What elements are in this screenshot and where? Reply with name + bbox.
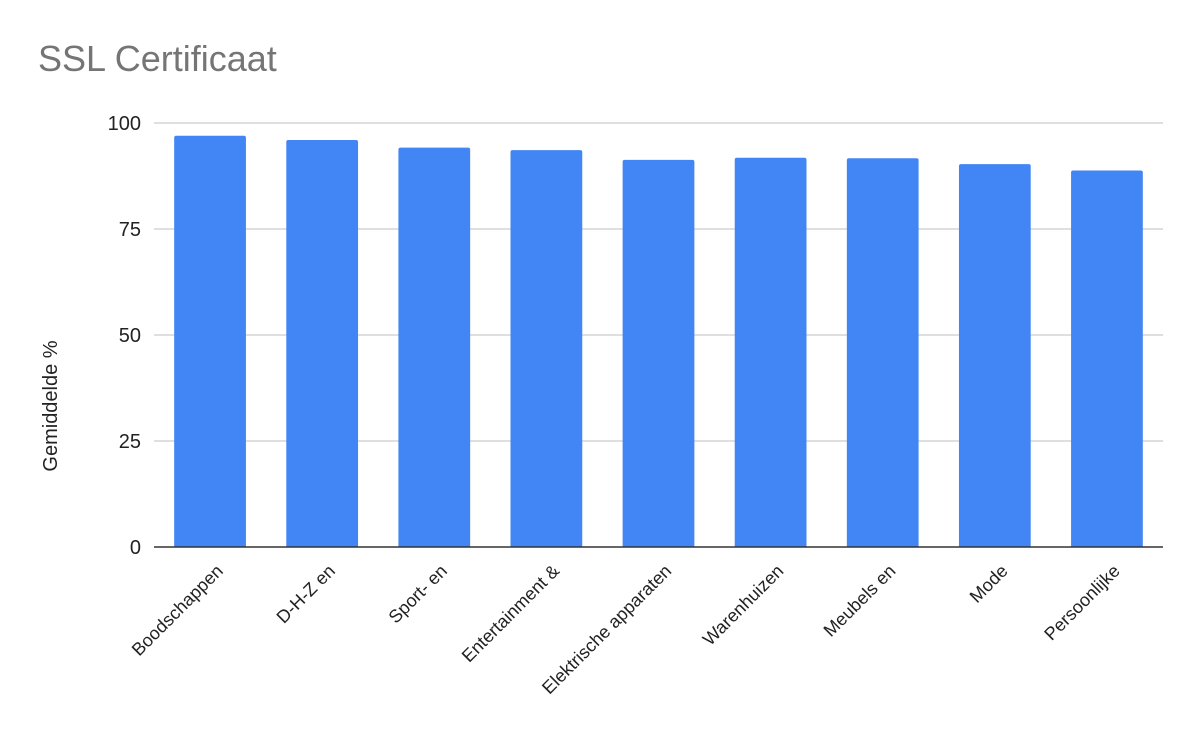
- y-tick-label: 25: [119, 431, 141, 453]
- y-tick-label: 50: [119, 325, 141, 347]
- y-axis-ticks: 0 25 50 75 100: [108, 113, 141, 559]
- x-tick-label: Warenhuizen: [699, 561, 788, 650]
- y-tick-label: 75: [119, 219, 141, 241]
- x-tick-label: D-H-Z en: [273, 561, 339, 627]
- chart-title: SSL Certificaat: [38, 38, 277, 79]
- bar: [622, 159, 695, 547]
- x-tick-label: Persoonlijke: [1040, 561, 1123, 644]
- x-tick-label: Meubels en: [820, 561, 900, 641]
- x-axis-ticks: Boodschappen D-H-Z en Sport- en Entertainme…: [128, 561, 1124, 698]
- bar: [286, 139, 359, 547]
- x-tick-label: Boodschappen: [128, 561, 227, 660]
- bar: [510, 150, 583, 548]
- bar: [958, 164, 1031, 548]
- bar: [174, 135, 246, 547]
- y-tick-label: 0: [130, 537, 141, 559]
- bar: [846, 158, 919, 547]
- bar: [734, 157, 807, 547]
- y-tick-label: 100: [108, 113, 141, 135]
- bar: [398, 147, 471, 548]
- bars: [174, 135, 1143, 548]
- x-tick-label: Elektrische apparaten: [538, 561, 675, 698]
- bar: [1071, 170, 1143, 547]
- x-tick-label: Entertainment &: [458, 561, 563, 666]
- x-tick-label: Mode: [966, 561, 1012, 607]
- x-tick-label: Sport- en: [385, 561, 452, 628]
- y-axis-label: Gemiddelde %: [40, 340, 62, 471]
